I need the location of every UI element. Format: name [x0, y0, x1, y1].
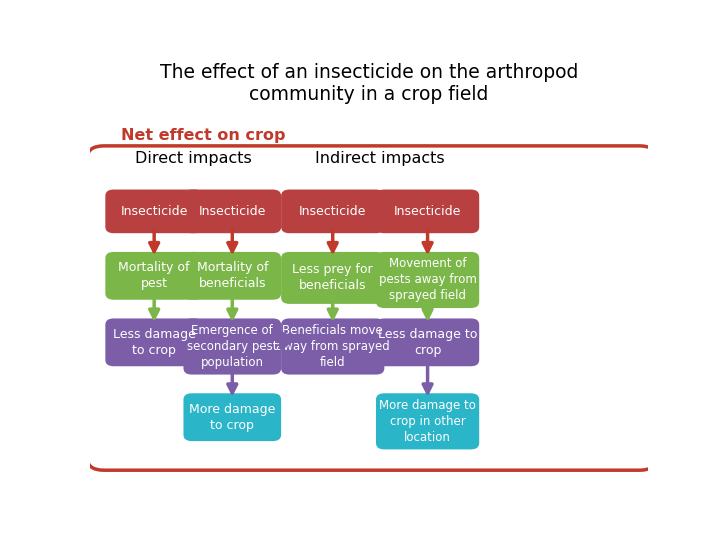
FancyBboxPatch shape [105, 190, 203, 233]
Text: Net effect on crop: Net effect on crop [121, 128, 285, 143]
Text: Less damage
to crop: Less damage to crop [113, 328, 196, 357]
FancyBboxPatch shape [376, 393, 480, 449]
Text: Beneficials move
away from sprayed
field: Beneficials move away from sprayed field [276, 324, 390, 369]
Text: Less damage to
crop: Less damage to crop [378, 328, 477, 357]
FancyBboxPatch shape [184, 190, 281, 233]
Text: Less prey for
beneficials: Less prey for beneficials [292, 264, 373, 292]
Text: Mortality of
pest: Mortality of pest [118, 261, 190, 291]
FancyBboxPatch shape [184, 393, 281, 441]
FancyBboxPatch shape [184, 319, 281, 375]
FancyBboxPatch shape [281, 252, 384, 304]
FancyBboxPatch shape [281, 319, 384, 375]
FancyBboxPatch shape [376, 190, 480, 233]
Text: Insecticide: Insecticide [120, 205, 188, 218]
FancyBboxPatch shape [87, 146, 657, 470]
Text: Direct impacts: Direct impacts [135, 151, 251, 166]
Text: Mortality of
beneficials: Mortality of beneficials [197, 261, 268, 291]
FancyBboxPatch shape [376, 319, 480, 366]
FancyBboxPatch shape [376, 252, 480, 308]
Text: Indirect impacts: Indirect impacts [315, 151, 445, 166]
Text: Insecticide: Insecticide [299, 205, 366, 218]
FancyBboxPatch shape [105, 319, 203, 366]
Text: Insecticide: Insecticide [199, 205, 266, 218]
FancyBboxPatch shape [281, 190, 384, 233]
FancyBboxPatch shape [105, 252, 203, 300]
Text: Emergence of
secondary pest
population: Emergence of secondary pest population [187, 324, 277, 369]
FancyBboxPatch shape [184, 252, 281, 300]
Text: The effect of an insecticide on the arthropod
community in a crop field: The effect of an insecticide on the arth… [160, 63, 578, 104]
Text: Movement of
pests away from
sprayed field: Movement of pests away from sprayed fiel… [379, 258, 477, 302]
Text: Insecticide: Insecticide [394, 205, 462, 218]
Text: More damage
to crop: More damage to crop [189, 403, 276, 431]
Text: More damage to
crop in other
location: More damage to crop in other location [379, 399, 476, 444]
